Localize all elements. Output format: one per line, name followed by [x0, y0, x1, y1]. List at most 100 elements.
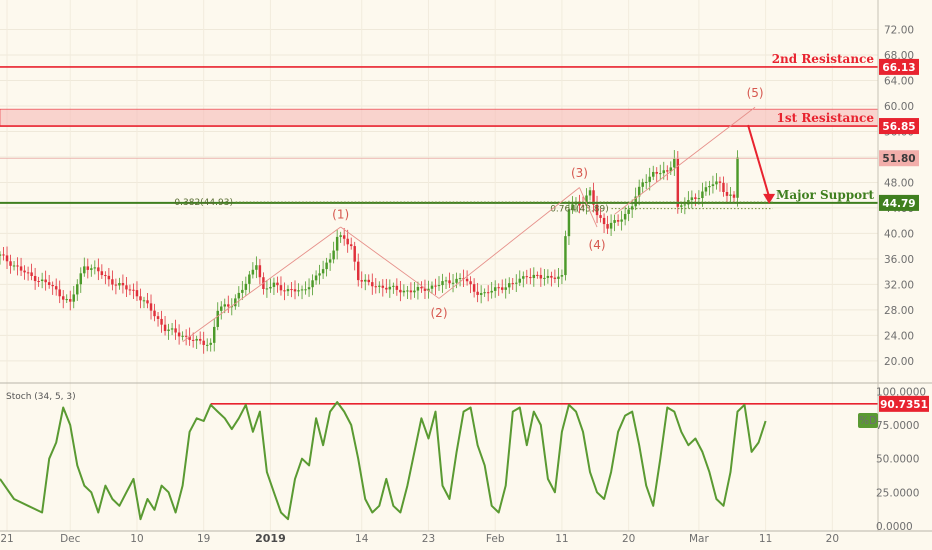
- time-tick-label: 23: [422, 533, 435, 545]
- candle-body: [676, 158, 680, 207]
- price-tick-label: 64.00: [884, 75, 914, 87]
- candle-body: [490, 290, 493, 293]
- candle-body: [83, 266, 86, 274]
- candle-body: [332, 250, 335, 260]
- time-tick-label: 11: [555, 533, 568, 545]
- candle-body: [184, 335, 188, 337]
- candle-body: [374, 286, 378, 288]
- candle-body: [170, 328, 174, 330]
- candle-body: [613, 220, 616, 223]
- candle-body: [255, 265, 258, 270]
- candle-body: [188, 336, 191, 340]
- candle-body: [518, 278, 522, 283]
- candle-body: [146, 300, 149, 304]
- tag-1st-resistance: 56.85: [882, 121, 915, 133]
- candle-body: [662, 170, 665, 174]
- candle-body: [241, 289, 244, 293]
- candle-body: [644, 181, 648, 183]
- candle-body: [673, 158, 676, 168]
- candle-body: [666, 170, 669, 172]
- candle-body: [616, 220, 620, 222]
- candle-body: [216, 310, 219, 327]
- time-tick-label: 10: [130, 533, 143, 545]
- candle-body: [307, 287, 311, 290]
- candle-body: [515, 282, 518, 284]
- tag-last-price: 51.80: [882, 153, 915, 165]
- candle-body: [251, 269, 255, 275]
- candle-body: [23, 270, 26, 273]
- candle-body: [623, 213, 627, 220]
- candle-body: [79, 273, 83, 285]
- tag-major-support-bg: [879, 194, 919, 211]
- candle-body: [455, 278, 458, 283]
- time-tick-label: Dec: [60, 533, 81, 545]
- candle-body: [234, 298, 237, 307]
- candle-body: [100, 271, 104, 276]
- candle-body: [529, 277, 532, 279]
- candle-body: [58, 289, 61, 297]
- candle-body: [588, 190, 592, 196]
- time-tick-label: 19: [197, 533, 210, 545]
- candle-body: [205, 344, 209, 346]
- candle-body: [413, 290, 416, 293]
- candle-body: [367, 279, 370, 283]
- candle-body: [536, 274, 539, 276]
- candle-body: [409, 290, 413, 293]
- candle-body: [385, 287, 388, 290]
- candle-body: [51, 284, 54, 287]
- candle-body: [381, 285, 385, 288]
- stoch-tick-label: 25.0000: [876, 487, 919, 499]
- candle-body: [522, 276, 525, 279]
- candle-body: [423, 288, 427, 291]
- candle-body: [163, 324, 167, 332]
- candle-body: [729, 194, 732, 196]
- tag-1st-resistance-bg: [879, 118, 919, 135]
- candle-body: [90, 268, 93, 270]
- candle-body: [269, 286, 272, 289]
- candle-body: [139, 296, 142, 301]
- candle-body: [318, 273, 321, 276]
- stoch-tick-label: 100.0000: [876, 386, 926, 398]
- wave-line: [438, 187, 580, 299]
- candle-body: [128, 289, 132, 291]
- candle-body: [448, 280, 451, 284]
- tag-stoch-level: 90.7351: [880, 399, 928, 411]
- candle-body: [469, 281, 472, 285]
- candle-body: [325, 262, 328, 270]
- wave-label: (4): [589, 238, 606, 252]
- candle-body: [314, 275, 318, 281]
- candle-body: [2, 254, 5, 256]
- candle-body: [76, 284, 79, 295]
- candle-body: [546, 275, 550, 278]
- candle-body: [121, 282, 125, 286]
- candle-body: [701, 191, 704, 199]
- stoch-tick-label: 0.0000: [876, 521, 913, 533]
- candle-body: [416, 286, 420, 291]
- candle-body: [637, 186, 641, 197]
- candle-body: [132, 289, 135, 291]
- candle-body: [61, 296, 65, 300]
- candle-body: [479, 293, 483, 295]
- candle-body: [508, 283, 511, 288]
- wave-label: (3): [571, 166, 588, 180]
- candle-body: [248, 274, 251, 284]
- price-tick-label: 60.00: [884, 101, 914, 113]
- candle-body: [399, 289, 402, 293]
- tag-d-bg: [858, 412, 878, 428]
- candle-body: [571, 204, 574, 210]
- candle-body: [420, 286, 423, 289]
- candle-body: [198, 338, 202, 341]
- candle-body: [500, 287, 504, 290]
- candle-body: [395, 285, 399, 290]
- wave-label: (2): [431, 306, 448, 320]
- candle-body: [711, 184, 715, 187]
- candle-body: [156, 316, 160, 319]
- candle-body: [328, 259, 332, 263]
- wave-line: [182, 226, 341, 343]
- stoch-title: Stoch (34, 5, 3): [6, 392, 76, 402]
- tag-d-label: %D: [859, 415, 877, 427]
- candlestick-series: [0, 150, 739, 354]
- price-tick-label: 36.00: [884, 254, 914, 266]
- candle-body: [715, 181, 718, 185]
